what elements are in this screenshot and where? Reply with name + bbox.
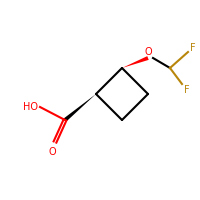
Text: HO: HO — [23, 102, 38, 112]
Text: F: F — [190, 43, 196, 53]
Text: O: O — [144, 47, 152, 57]
Polygon shape — [122, 56, 149, 68]
Text: O: O — [48, 147, 56, 157]
Text: F: F — [184, 85, 190, 95]
Polygon shape — [64, 94, 96, 122]
